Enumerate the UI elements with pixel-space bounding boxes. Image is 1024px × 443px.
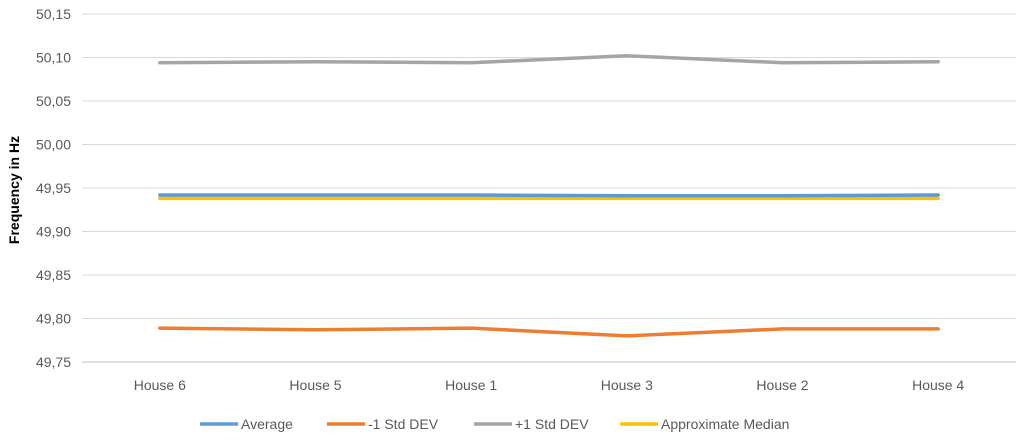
y-tick-label: 50,05 xyxy=(36,93,71,109)
legend-item: Average xyxy=(200,416,293,432)
series-line-1-std-dev xyxy=(158,326,940,338)
x-tick-label: House 4 xyxy=(912,377,964,393)
y-tick-label: 49,85 xyxy=(36,267,71,283)
y-tick-label: 49,90 xyxy=(36,224,71,240)
y-axis-tick-labels: 49,75 49,80 49,85 49,90 49,95 50,00 50,05 50,10… xyxy=(36,6,71,370)
x-tick-label: House 1 xyxy=(445,377,497,393)
gridlines xyxy=(82,13,1016,363)
y-tick-label: 50,15 xyxy=(36,6,71,22)
series-line-1-std-dev xyxy=(158,54,940,65)
legend-item: Approximate Median xyxy=(620,416,789,432)
x-axis-tick-labels: House 6 House 5 House 1 House 3 House 2 House… xyxy=(134,377,965,393)
series-lines xyxy=(158,54,940,338)
legend-label: Approximate Median xyxy=(661,416,789,432)
series-line-average xyxy=(158,193,940,198)
legend: Average -1 Std DEV +1 Std DEV Approximate M… xyxy=(200,416,789,432)
y-tick-label: 49,75 xyxy=(36,354,71,370)
y-axis-label: Frequency in Hz xyxy=(6,136,22,244)
legend-item: -1 Std DEV xyxy=(327,416,439,432)
legend-label: -1 Std DEV xyxy=(368,416,439,432)
legend-item: +1 Std DEV xyxy=(474,416,589,432)
legend-label: Average xyxy=(241,416,293,432)
legend-label: +1 Std DEV xyxy=(515,416,589,432)
y-tick-label: 50,10 xyxy=(36,50,71,66)
y-tick-label: 49,80 xyxy=(36,311,71,327)
y-tick-label: 50,00 xyxy=(36,137,71,153)
x-tick-label: House 5 xyxy=(289,377,341,393)
x-tick-label: House 6 xyxy=(134,377,186,393)
x-tick-label: House 3 xyxy=(601,377,653,393)
x-tick-label: House 2 xyxy=(756,377,808,393)
y-tick-label: 49,95 xyxy=(36,180,71,196)
